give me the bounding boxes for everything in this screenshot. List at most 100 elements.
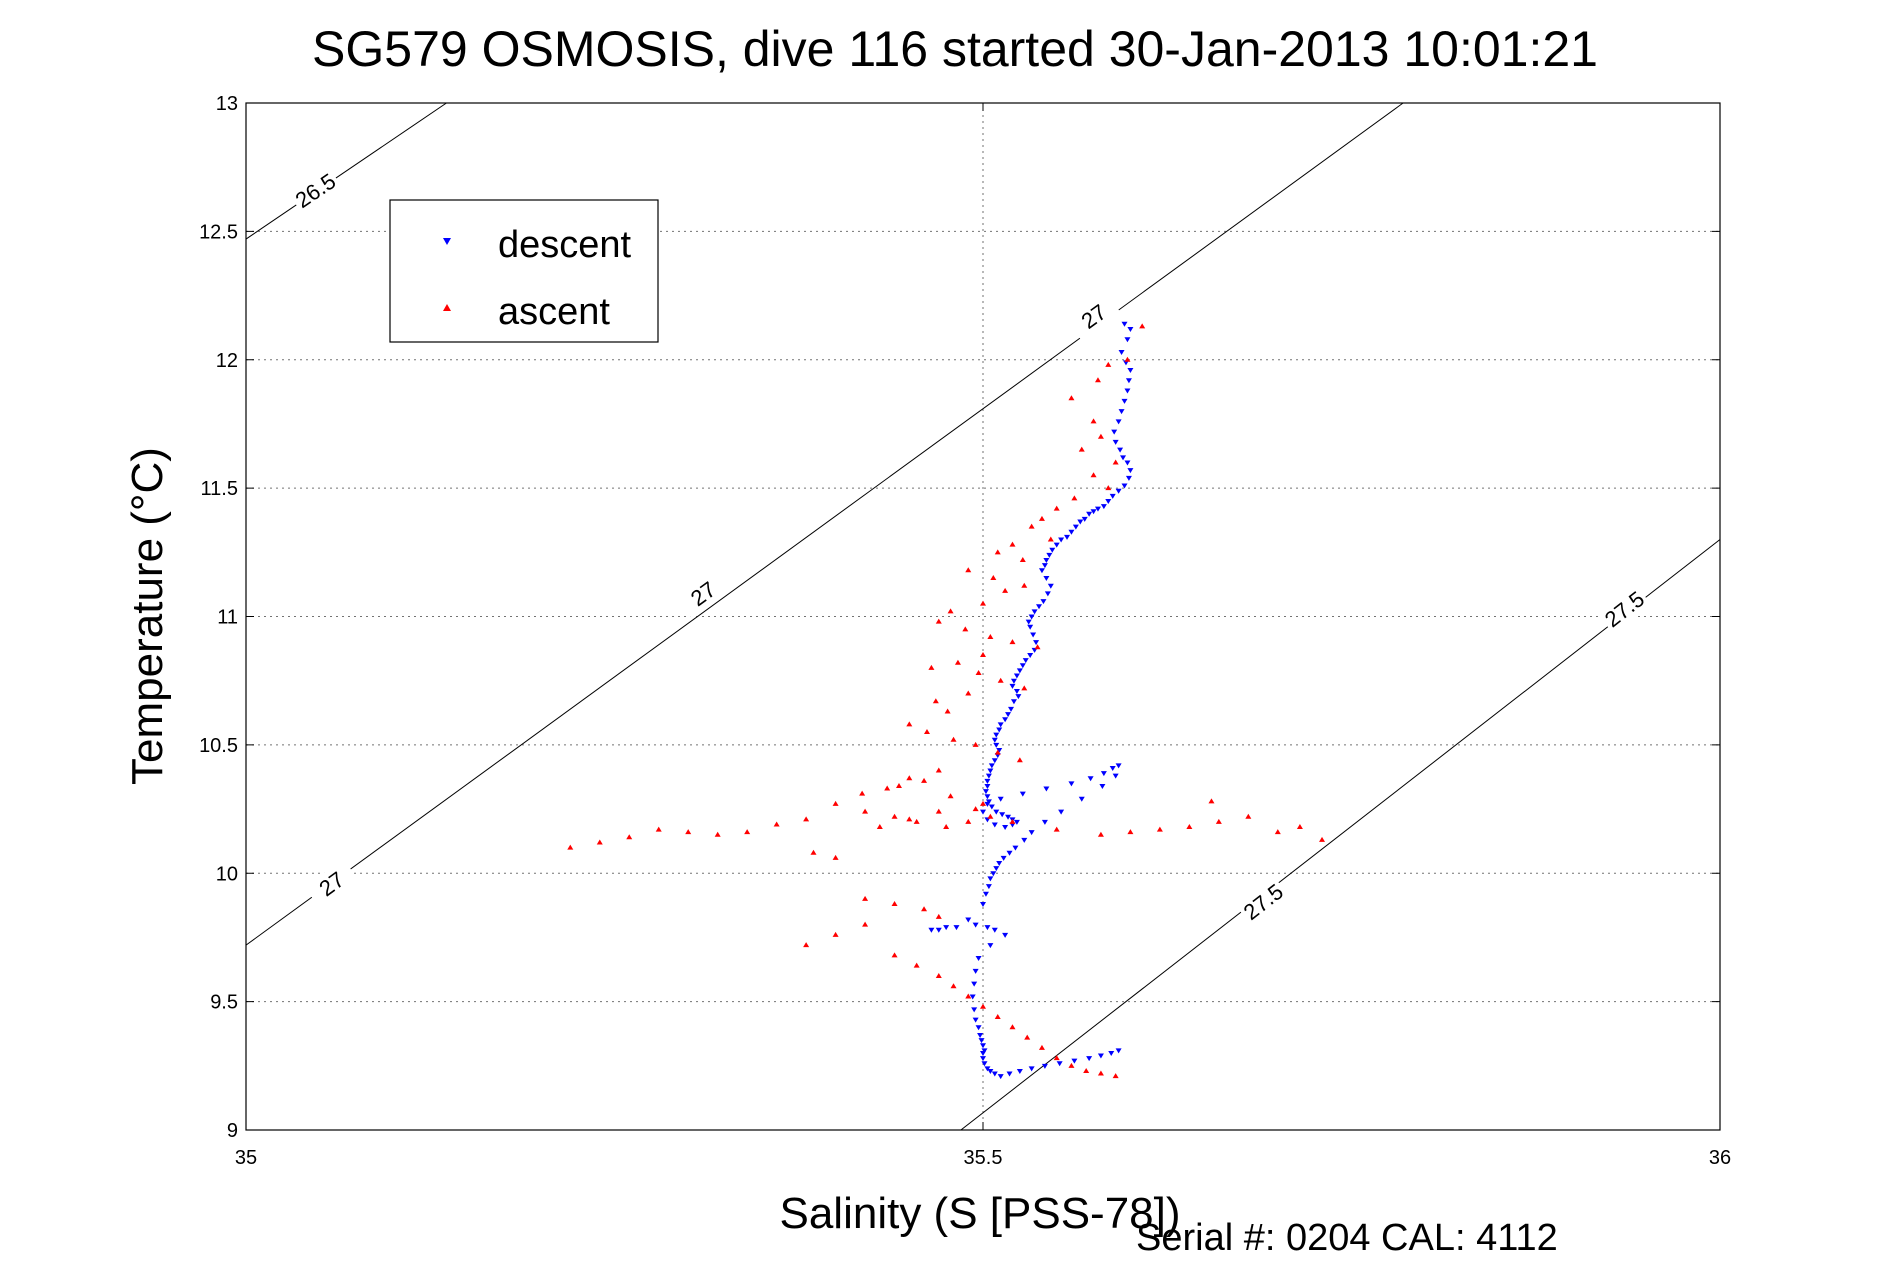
ascent-point <box>1024 1034 1031 1040</box>
descent-point <box>1112 773 1119 779</box>
series-ascent <box>567 323 1326 1079</box>
descent-point <box>1013 673 1020 679</box>
ascent-point <box>913 818 920 824</box>
ascent-point <box>935 808 942 814</box>
ascent-point <box>921 906 928 912</box>
ascent-point <box>1019 557 1026 563</box>
descent-point <box>985 773 992 779</box>
legend-box <box>389 199 659 343</box>
descent-point <box>1118 350 1125 356</box>
descent-point <box>1021 837 1028 843</box>
descent-point <box>1010 678 1017 684</box>
descent-point <box>1068 781 1075 787</box>
isopycnal-label-bg <box>1236 876 1290 927</box>
y-tick-label: 12.5 <box>199 221 238 243</box>
descent-point <box>1022 658 1029 664</box>
x-axis-label: Salinity (S [PSS-78]) <box>779 1189 1180 1238</box>
descent-point <box>1027 624 1034 630</box>
ascent-point <box>859 790 866 796</box>
descent-point <box>1033 640 1040 646</box>
ascent-point <box>626 834 633 840</box>
ascent-point <box>943 824 950 830</box>
ascent-point <box>935 913 942 919</box>
ascent-point <box>862 895 869 901</box>
descent-point <box>953 925 960 931</box>
descent-point <box>1090 509 1097 515</box>
descent-point <box>1025 619 1032 625</box>
ascent-point <box>1053 1055 1060 1061</box>
ascent-point <box>935 618 942 624</box>
descent-point <box>1097 1053 1104 1059</box>
ascent-point <box>1296 824 1303 830</box>
descent-point <box>991 1071 998 1077</box>
descent-point <box>972 922 979 928</box>
descent-point <box>991 758 998 764</box>
descent-point <box>1005 814 1012 820</box>
ascent-point <box>1009 1024 1016 1030</box>
ascent-point <box>1127 829 1134 835</box>
y-axis-label: Temperature (°C) <box>123 447 172 785</box>
descent-point <box>1027 653 1034 659</box>
descent-point <box>984 801 991 807</box>
descent-point <box>980 809 986 815</box>
ascent-point <box>1068 1062 1075 1068</box>
ascent-point <box>1028 523 1035 529</box>
ascent-point <box>1016 757 1023 763</box>
ascent-point <box>1097 1070 1104 1076</box>
ascent-point <box>1245 813 1252 819</box>
descent-point <box>1043 575 1050 581</box>
ascent-point <box>965 567 972 573</box>
ascent-point <box>935 972 942 978</box>
ascent-point <box>862 808 869 814</box>
ascent-point <box>1105 485 1112 491</box>
ascent-point <box>1274 829 1281 835</box>
descent-point <box>1127 326 1134 332</box>
ascent-point <box>965 993 972 999</box>
descent-point <box>972 1017 979 1023</box>
descent-point <box>977 1033 984 1039</box>
descent-point <box>982 891 989 897</box>
descent-point <box>1086 511 1093 517</box>
ascent-point <box>1068 395 1075 401</box>
descent-point <box>1047 583 1054 589</box>
ascent-point <box>685 829 692 835</box>
ascent-point <box>1139 323 1146 329</box>
ascent-point <box>987 634 994 640</box>
ascent-point <box>947 793 954 799</box>
y-tick-label: 10 <box>216 863 238 885</box>
descent-point <box>982 789 989 795</box>
descent-point <box>997 1074 1004 1080</box>
descent-point <box>1030 632 1037 638</box>
ascent-point <box>891 952 898 958</box>
ascent-point <box>832 931 839 937</box>
ascent-point <box>1097 433 1104 439</box>
descent-point <box>1115 419 1122 425</box>
isopycnal-label-bg <box>288 166 343 215</box>
ascent-point <box>1047 536 1054 542</box>
descent-point <box>1041 1063 1048 1069</box>
descent-point <box>965 917 972 923</box>
descent-point <box>1056 1061 1063 1067</box>
legend-ascent-label: ascent <box>498 291 610 333</box>
descent-point <box>991 927 998 933</box>
descent-point <box>996 727 1003 733</box>
ascent-point <box>1319 836 1326 842</box>
descent-point <box>1077 519 1084 525</box>
isopycnal-label-bg <box>1597 583 1652 634</box>
ascent-point <box>891 813 898 819</box>
data-layer <box>567 321 1326 1080</box>
ascent-point <box>923 729 930 735</box>
ascent-point <box>906 775 913 781</box>
descent-point <box>988 804 995 810</box>
descent-point <box>981 1048 988 1054</box>
ascent-point <box>1124 356 1131 362</box>
descent-point <box>1109 493 1116 499</box>
ascent-point <box>987 813 994 819</box>
descent-point <box>1121 398 1128 404</box>
ascent-point <box>954 659 961 665</box>
descent-point <box>1064 534 1071 540</box>
descent-point <box>1108 1050 1115 1056</box>
descent-point <box>1087 776 1094 782</box>
descent-point <box>1019 663 1026 669</box>
